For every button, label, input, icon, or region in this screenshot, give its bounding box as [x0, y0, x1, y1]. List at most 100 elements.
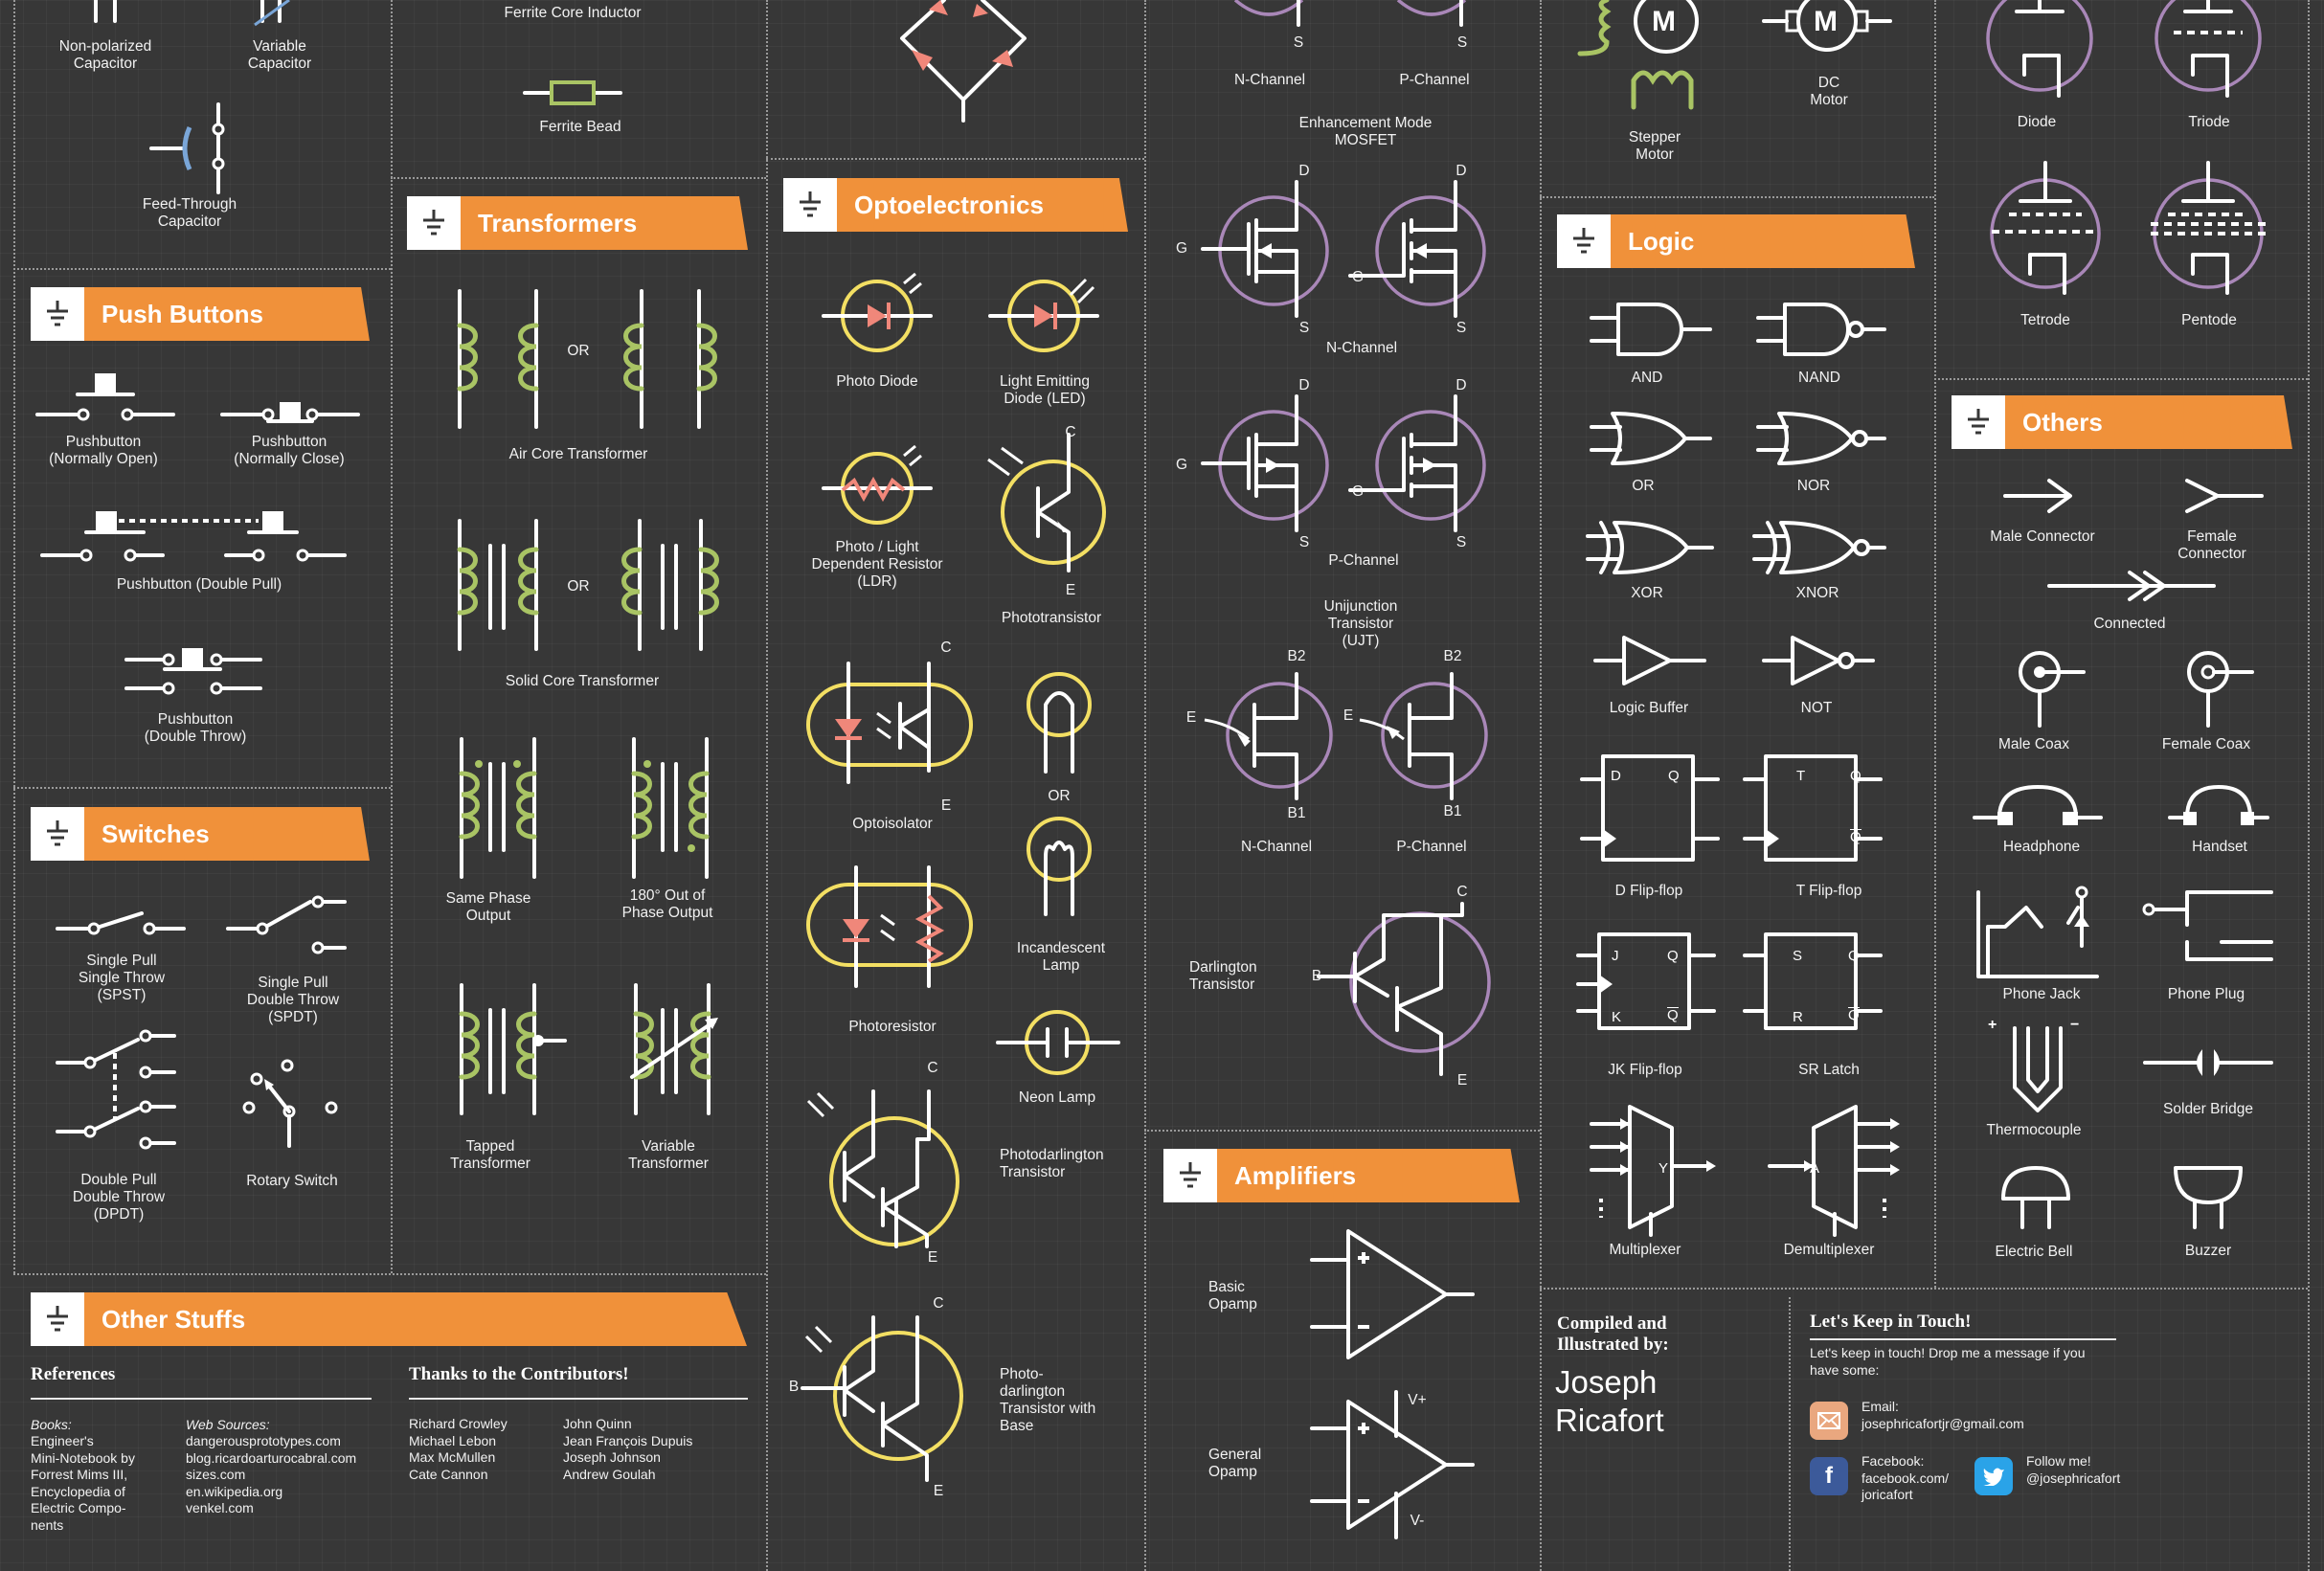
- section-title: Optoelectronics: [837, 178, 1128, 232]
- optoisolator-symbol: [806, 662, 973, 784]
- pin-e: E: [1065, 582, 1076, 598]
- dff-label: D Flip-flop: [1614, 883, 1683, 899]
- xnor-gate-symbol: [1752, 521, 1886, 574]
- air-core-label: Air Core Transformer: [508, 446, 648, 462]
- ff-q-pin-4: Q: [1848, 948, 1860, 964]
- photo-diode-label: Photo Diode: [836, 373, 918, 390]
- demultiplexer-symbol: [1768, 1105, 1900, 1237]
- mosfet-p-label: P-Channel: [1328, 552, 1399, 569]
- pin-b: B: [788, 1379, 800, 1395]
- ff-r-pin: R: [1793, 1009, 1803, 1025]
- pin-s-2: S: [1456, 34, 1468, 51]
- author-name: Joseph Ricafort: [1555, 1364, 1664, 1438]
- phone-jack-label: Phone Jack: [2002, 986, 2081, 1002]
- air-core-transformer-2: [623, 289, 717, 429]
- pin-e-3: E: [927, 1249, 938, 1266]
- jk-flipflop-symbol: [1576, 932, 1716, 1030]
- phototransistor-symbol: [987, 433, 1106, 572]
- mux-label: Multiplexer: [1609, 1242, 1681, 1258]
- tff-label: T Flip-flop: [1795, 883, 1862, 899]
- phototransistor-label: Phototransistor: [1001, 610, 1102, 626]
- photoresistor-label: Photoresistor: [848, 1019, 936, 1035]
- spst-label: Single Pull Single Throw (SPST): [78, 953, 166, 1003]
- pushbutton-no-label: Pushbutton (Normally Open): [49, 434, 158, 467]
- motor-m-label: M: [1652, 6, 1676, 37]
- mosfet-p-top-label: P-Channel: [1399, 72, 1470, 88]
- solder-bridge-symbol: [2143, 1049, 2273, 1076]
- email-text[interactable]: Email: josephricafortjr@gmail.com: [1861, 1399, 2024, 1431]
- contact-title: Let's Keep in Touch!: [1810, 1312, 1972, 1332]
- multiplexer-symbol: [1590, 1105, 1716, 1237]
- connected-label: Connected: [2093, 616, 2166, 632]
- solder-bridge-label: Solder Bridge: [2163, 1101, 2253, 1117]
- tapped-transformer: [459, 983, 567, 1115]
- references-rule: [31, 1398, 372, 1400]
- photodarlington-symbol: [806, 1089, 959, 1248]
- not-label: NOT: [1800, 700, 1833, 716]
- pushbutton-double-throw-symbol: [124, 648, 262, 695]
- ujt-p-symbol: [1359, 672, 1488, 800]
- male-connector-symbol: [2003, 479, 2072, 513]
- and-label: AND: [1631, 370, 1663, 386]
- sr-label: SR Latch: [1798, 1062, 1860, 1078]
- dpdt-switch-symbol: [56, 1029, 176, 1150]
- thermo-minus: −: [2070, 1017, 2080, 1033]
- section-header-optoelectronics: Optoelectronics: [783, 178, 1128, 232]
- pentode-tube-label: Pentode: [2181, 312, 2237, 328]
- pin-g-2: G: [1351, 269, 1365, 285]
- ldr-symbol: [822, 444, 933, 525]
- mosfet-n-top-label: N-Channel: [1233, 72, 1306, 88]
- xnor-label: XNOR: [1795, 585, 1839, 601]
- xor-gate-symbol: [1586, 521, 1714, 574]
- nor-label: NOR: [1796, 478, 1831, 494]
- pin-d-4: D: [1455, 377, 1467, 393]
- diode-tube-label: Diode: [2017, 114, 2057, 130]
- section-header-other-stuffs: Other Stuffs: [31, 1292, 747, 1346]
- led-symbol: [988, 278, 1099, 352]
- variable-transformer: [630, 983, 718, 1115]
- incandescent-lamp-symbol: [1027, 817, 1092, 916]
- d-flipflop-symbol: [1580, 754, 1720, 862]
- spst-switch-symbol: [56, 911, 186, 935]
- pin-c-4: C: [933, 1295, 944, 1312]
- twitter-text[interactable]: Follow me! @josephricafort: [2026, 1453, 2121, 1486]
- pin-s-5: S: [1298, 534, 1310, 550]
- section-title: Other Stuffs: [84, 1292, 747, 1346]
- section-title: Amplifiers: [1217, 1149, 1520, 1202]
- email-icon[interactable]: [1810, 1402, 1848, 1440]
- ff-q-pin: Q: [1668, 768, 1680, 784]
- section-header-switches: Switches: [31, 807, 370, 861]
- variable-capacitor-label: Variable Capacitor: [247, 38, 312, 72]
- pushbutton-double-pull-symbol: [40, 511, 347, 562]
- same-phase-label: Same Phase Output: [445, 890, 531, 924]
- pin-e-5: E: [1185, 709, 1197, 726]
- female-connector-symbol: [2185, 479, 2264, 513]
- pushbutton-double-throw-label: Pushbutton (Double Throw): [144, 711, 247, 745]
- facebook-text[interactable]: Facebook: facebook.com/ joricafort: [1861, 1453, 1950, 1502]
- rotary-switch-symbol: [242, 1059, 338, 1148]
- pin-b-2: B: [1311, 968, 1322, 984]
- contributors-col1: Richard Crowley Michael Lebon Max McMull…: [409, 1416, 508, 1482]
- twitter-icon[interactable]: [1974, 1457, 2013, 1495]
- thanks-title: Thanks to the Contributors!: [409, 1364, 629, 1384]
- ff-qbar-pin: Q: [1850, 829, 1861, 845]
- ground-icon: [783, 178, 837, 232]
- pin-c: C: [1065, 424, 1076, 440]
- photoresistor-symbol: [806, 865, 973, 988]
- neon-lamp-symbol: [996, 1010, 1120, 1075]
- spdt-label: Single Pull Double Throw (SPDT): [246, 975, 340, 1025]
- darlington-transistor-symbol: [1317, 902, 1491, 1076]
- facebook-icon[interactable]: f: [1810, 1457, 1848, 1495]
- books-label: Books:: [31, 1417, 72, 1432]
- ff-s-pin: S: [1793, 948, 1803, 964]
- basic-opamp-symbol: [1310, 1229, 1475, 1359]
- buffer-label: Logic Buffer: [1609, 700, 1689, 716]
- pin-c-2: C: [940, 640, 952, 656]
- and-gate-symbol: [1590, 303, 1712, 356]
- pin-g: G: [1175, 240, 1188, 257]
- ujt-p-label: P-Channel: [1396, 839, 1467, 855]
- male-connector-label: Male Connector: [1990, 528, 2095, 545]
- t-flipflop-symbol: [1743, 754, 1883, 862]
- pin-c-3: C: [927, 1060, 938, 1076]
- ground-icon: [1163, 1149, 1217, 1202]
